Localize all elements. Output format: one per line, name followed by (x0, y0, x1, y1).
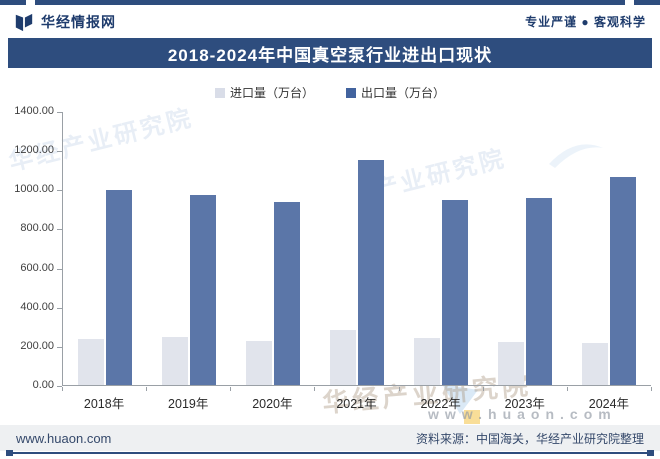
x-tick-label: 2018年 (83, 397, 125, 411)
bar-group (567, 112, 651, 385)
top-rule-notch-left (26, 0, 35, 5)
bar (358, 159, 384, 385)
y-tick (57, 151, 62, 153)
bottom-rule-cap-right (647, 450, 654, 456)
bar (526, 197, 552, 385)
y-tick (57, 229, 62, 231)
footer: www.huaon.com 资料来源：中国海关，华经产业研究院整理 (0, 425, 660, 451)
y-tick (57, 190, 62, 192)
x-tick-label: 2022年 (420, 397, 461, 411)
bottom-rule-line (8, 452, 652, 454)
y-tick-label: 0.00 (32, 379, 54, 391)
bottom-brand-rule (0, 450, 660, 459)
y-tick-label: 800.00 (20, 222, 54, 235)
x-tick (398, 387, 400, 391)
top-brand-rule (0, 0, 660, 5)
bar (442, 199, 468, 385)
bar-group (483, 112, 567, 385)
header: 华经情报网 专业严谨 ● 客观科学 (0, 5, 660, 38)
bar-group (315, 112, 399, 385)
x-tick (146, 387, 148, 391)
y-tick-label: 400.00 (20, 300, 54, 313)
bar (414, 338, 440, 385)
plot-area (62, 112, 651, 386)
bar-group (231, 112, 315, 385)
y-tick (57, 112, 62, 113)
bar (274, 201, 300, 385)
footer-site-url: www.huaon.com (16, 430, 112, 446)
y-tick-label: 1000.00 (14, 183, 54, 196)
x-tick (482, 387, 484, 391)
bar (246, 341, 272, 385)
legend-swatch (346, 87, 356, 98)
header-tagline: 专业严谨 ● 客观科学 (525, 15, 646, 29)
y-tick (57, 346, 62, 348)
y-tick-label: 1200.00 (14, 144, 54, 157)
y-tick (57, 386, 62, 387)
chart-legend: 进口量（万台） 出口量（万台） (0, 84, 660, 101)
legend-item: 出口量（万台） (346, 84, 445, 101)
bar (162, 337, 188, 385)
x-tick (566, 387, 568, 391)
bar-group (399, 112, 483, 385)
x-tick (230, 387, 232, 391)
x-tick (651, 387, 652, 391)
legend-label: 出口量（万台） (361, 86, 446, 100)
huajing-logo-icon (15, 13, 33, 31)
bar-group (63, 112, 147, 385)
bottom-rule-cap-left (6, 450, 13, 456)
legend-item: 进口量（万台） (214, 84, 314, 101)
chart-title-banner: 2018-2024年中国真空泵行业进出口现状 (8, 38, 652, 68)
bar (582, 343, 608, 385)
legend-swatch (214, 87, 225, 98)
x-tick-label: 2019年 (168, 397, 209, 411)
footer-data-source: 资料来源：中国海关，华经产业研究院整理 (415, 431, 644, 446)
legend-label: 进口量（万台） (229, 86, 314, 100)
x-tick (314, 387, 316, 391)
bar (106, 190, 132, 385)
bar (610, 177, 636, 385)
x-tick-label: 2021年 (336, 397, 377, 411)
brand: 华经情报网 (14, 12, 116, 32)
x-tick (62, 387, 63, 391)
x-tick-label: 2024年 (588, 397, 630, 411)
y-tick (57, 307, 62, 309)
y-tick-label: 1400.00 (14, 105, 54, 117)
bar-group (147, 112, 231, 385)
x-tick-label: 2023年 (504, 397, 545, 411)
bar (498, 342, 524, 385)
chart-section: 华经产业研究院 产业研究院 华经产业研究院 www.huaon.com 进口量（… (0, 68, 660, 425)
bar (330, 330, 356, 385)
brand-name: 华经情报网 (41, 13, 116, 30)
y-tick (57, 268, 62, 270)
top-rule-notch-right (625, 0, 634, 5)
bar (190, 194, 216, 385)
y-tick-label: 600.00 (20, 261, 54, 274)
y-tick-label: 200.00 (20, 339, 54, 352)
x-tick-label: 2020年 (252, 397, 293, 411)
bar (78, 339, 104, 385)
